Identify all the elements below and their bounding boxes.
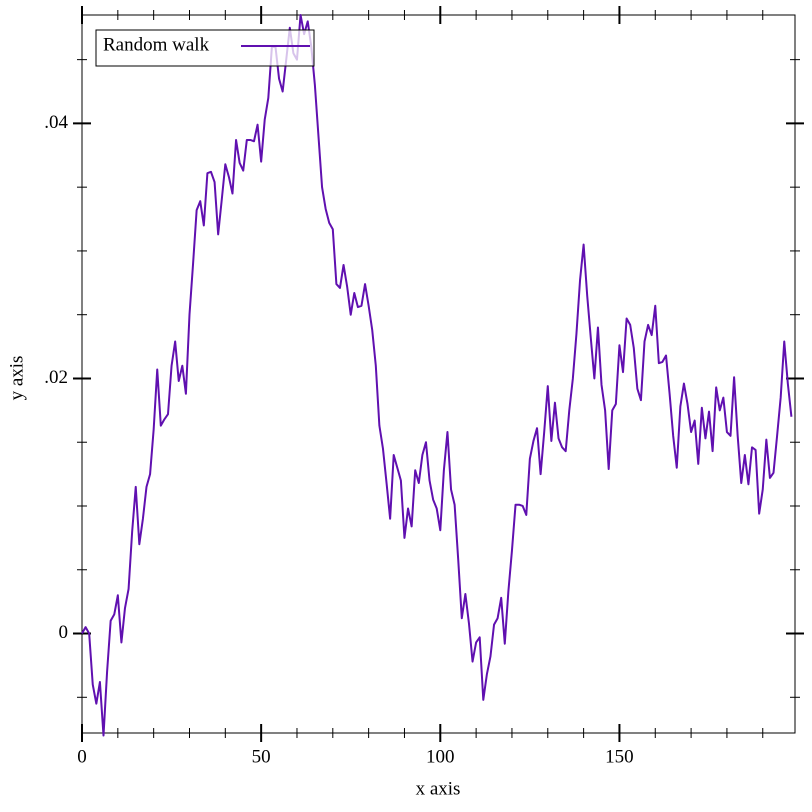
y-tick-label: .02 bbox=[44, 367, 68, 388]
x-tick-label: 0 bbox=[77, 746, 87, 767]
x-tick-label: 100 bbox=[426, 746, 455, 767]
y-tick-label: .04 bbox=[44, 112, 68, 133]
legend-label: Random walk bbox=[103, 34, 210, 55]
y-tick-label: 0 bbox=[59, 622, 69, 643]
x-tick-label: 150 bbox=[605, 746, 634, 767]
x-tick-label: 50 bbox=[252, 746, 271, 767]
line-series bbox=[81, 14, 793, 737]
y-axis-label: y axis bbox=[6, 356, 27, 401]
legend-box bbox=[95, 29, 315, 67]
plot-frame bbox=[81, 14, 796, 734]
x-axis-label: x axis bbox=[416, 778, 461, 799]
